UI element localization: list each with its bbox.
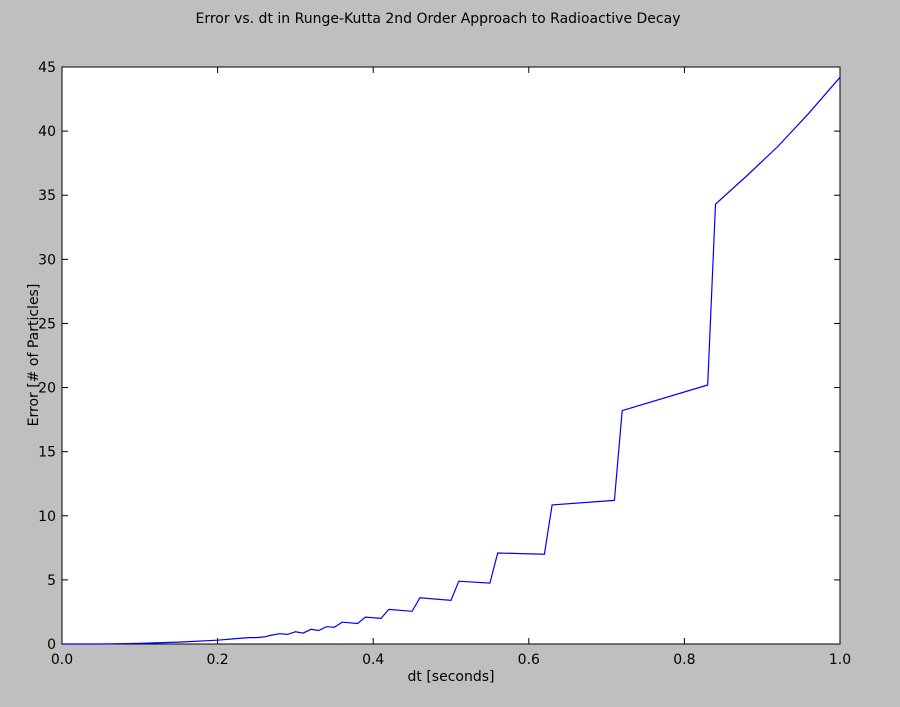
x-tick-label: 0.0 — [51, 652, 73, 668]
y-tick-label: 0 — [47, 637, 56, 653]
y-tick-label: 35 — [38, 188, 56, 204]
plot-area — [61, 66, 841, 645]
series-layer — [62, 76, 841, 645]
x-axis-label: dt [seconds] — [408, 669, 495, 685]
y-tick-label: 20 — [38, 381, 56, 397]
y-tick-label: 5 — [47, 573, 56, 589]
x-axis: 0.0 0.2 0.4 0.6 0.8 1.0 — [51, 67, 851, 668]
y-tick-label: 30 — [38, 252, 56, 268]
x-tick-label: 1.0 — [829, 652, 851, 668]
y-tick-label: 15 — [38, 445, 56, 461]
y-tick-label: 45 — [38, 60, 56, 76]
series-line — [62, 76, 841, 645]
y-axis-label: Error [# of Particles] — [26, 284, 42, 427]
chart-title: Error vs. dt in Runge-Kutta 2nd Order Ap… — [196, 11, 681, 27]
y-tick-label: 25 — [38, 316, 56, 332]
x-tick-label: 0.4 — [362, 652, 384, 668]
x-tick-label: 0.2 — [206, 652, 228, 668]
x-tick-label: 0.8 — [673, 652, 695, 668]
y-tick-label: 10 — [38, 509, 56, 525]
x-tick-label: 0.6 — [518, 652, 540, 668]
y-tick-label: 40 — [38, 124, 56, 140]
